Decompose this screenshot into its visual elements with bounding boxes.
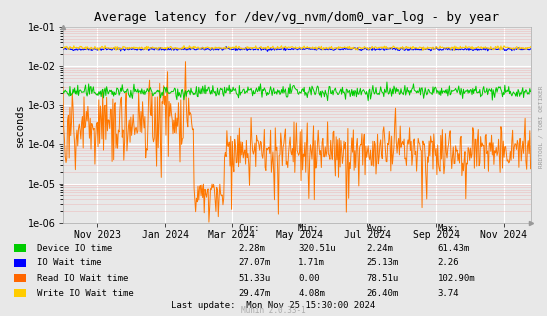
Text: 51.33u: 51.33u	[238, 274, 270, 283]
Text: IO Wait time: IO Wait time	[37, 258, 102, 267]
Text: Max:: Max:	[438, 224, 459, 233]
Text: 1.71m: 1.71m	[298, 258, 325, 267]
Text: 78.51u: 78.51u	[366, 274, 399, 283]
Text: 27.07m: 27.07m	[238, 258, 270, 267]
Text: 2.24m: 2.24m	[366, 244, 393, 252]
Text: 29.47m: 29.47m	[238, 289, 270, 298]
Text: Cur:: Cur:	[238, 224, 259, 233]
Text: 102.90m: 102.90m	[438, 274, 475, 283]
Text: 25.13m: 25.13m	[366, 258, 399, 267]
Text: Write IO Wait time: Write IO Wait time	[37, 289, 134, 298]
Text: 3.74: 3.74	[438, 289, 459, 298]
Text: 4.08m: 4.08m	[298, 289, 325, 298]
Text: 0.00: 0.00	[298, 274, 319, 283]
Text: Munin 2.0.33-1: Munin 2.0.33-1	[241, 307, 306, 315]
Text: 61.43m: 61.43m	[438, 244, 470, 252]
Y-axis label: seconds: seconds	[15, 103, 25, 147]
Text: Min:: Min:	[298, 224, 319, 233]
Text: 2.26: 2.26	[438, 258, 459, 267]
Text: Last update:  Mon Nov 25 15:30:00 2024: Last update: Mon Nov 25 15:30:00 2024	[171, 301, 376, 310]
Text: 320.51u: 320.51u	[298, 244, 336, 252]
Text: RRDTOOL / TOBI OETIKER: RRDTOOL / TOBI OETIKER	[538, 85, 543, 168]
Text: Read IO Wait time: Read IO Wait time	[37, 274, 129, 283]
Text: Avg:: Avg:	[366, 224, 388, 233]
Title: Average latency for /dev/vg_nvm/dom0_var_log - by year: Average latency for /dev/vg_nvm/dom0_var…	[94, 11, 499, 24]
Text: 26.40m: 26.40m	[366, 289, 399, 298]
Text: 2.28m: 2.28m	[238, 244, 265, 252]
Text: Device IO time: Device IO time	[37, 244, 113, 252]
